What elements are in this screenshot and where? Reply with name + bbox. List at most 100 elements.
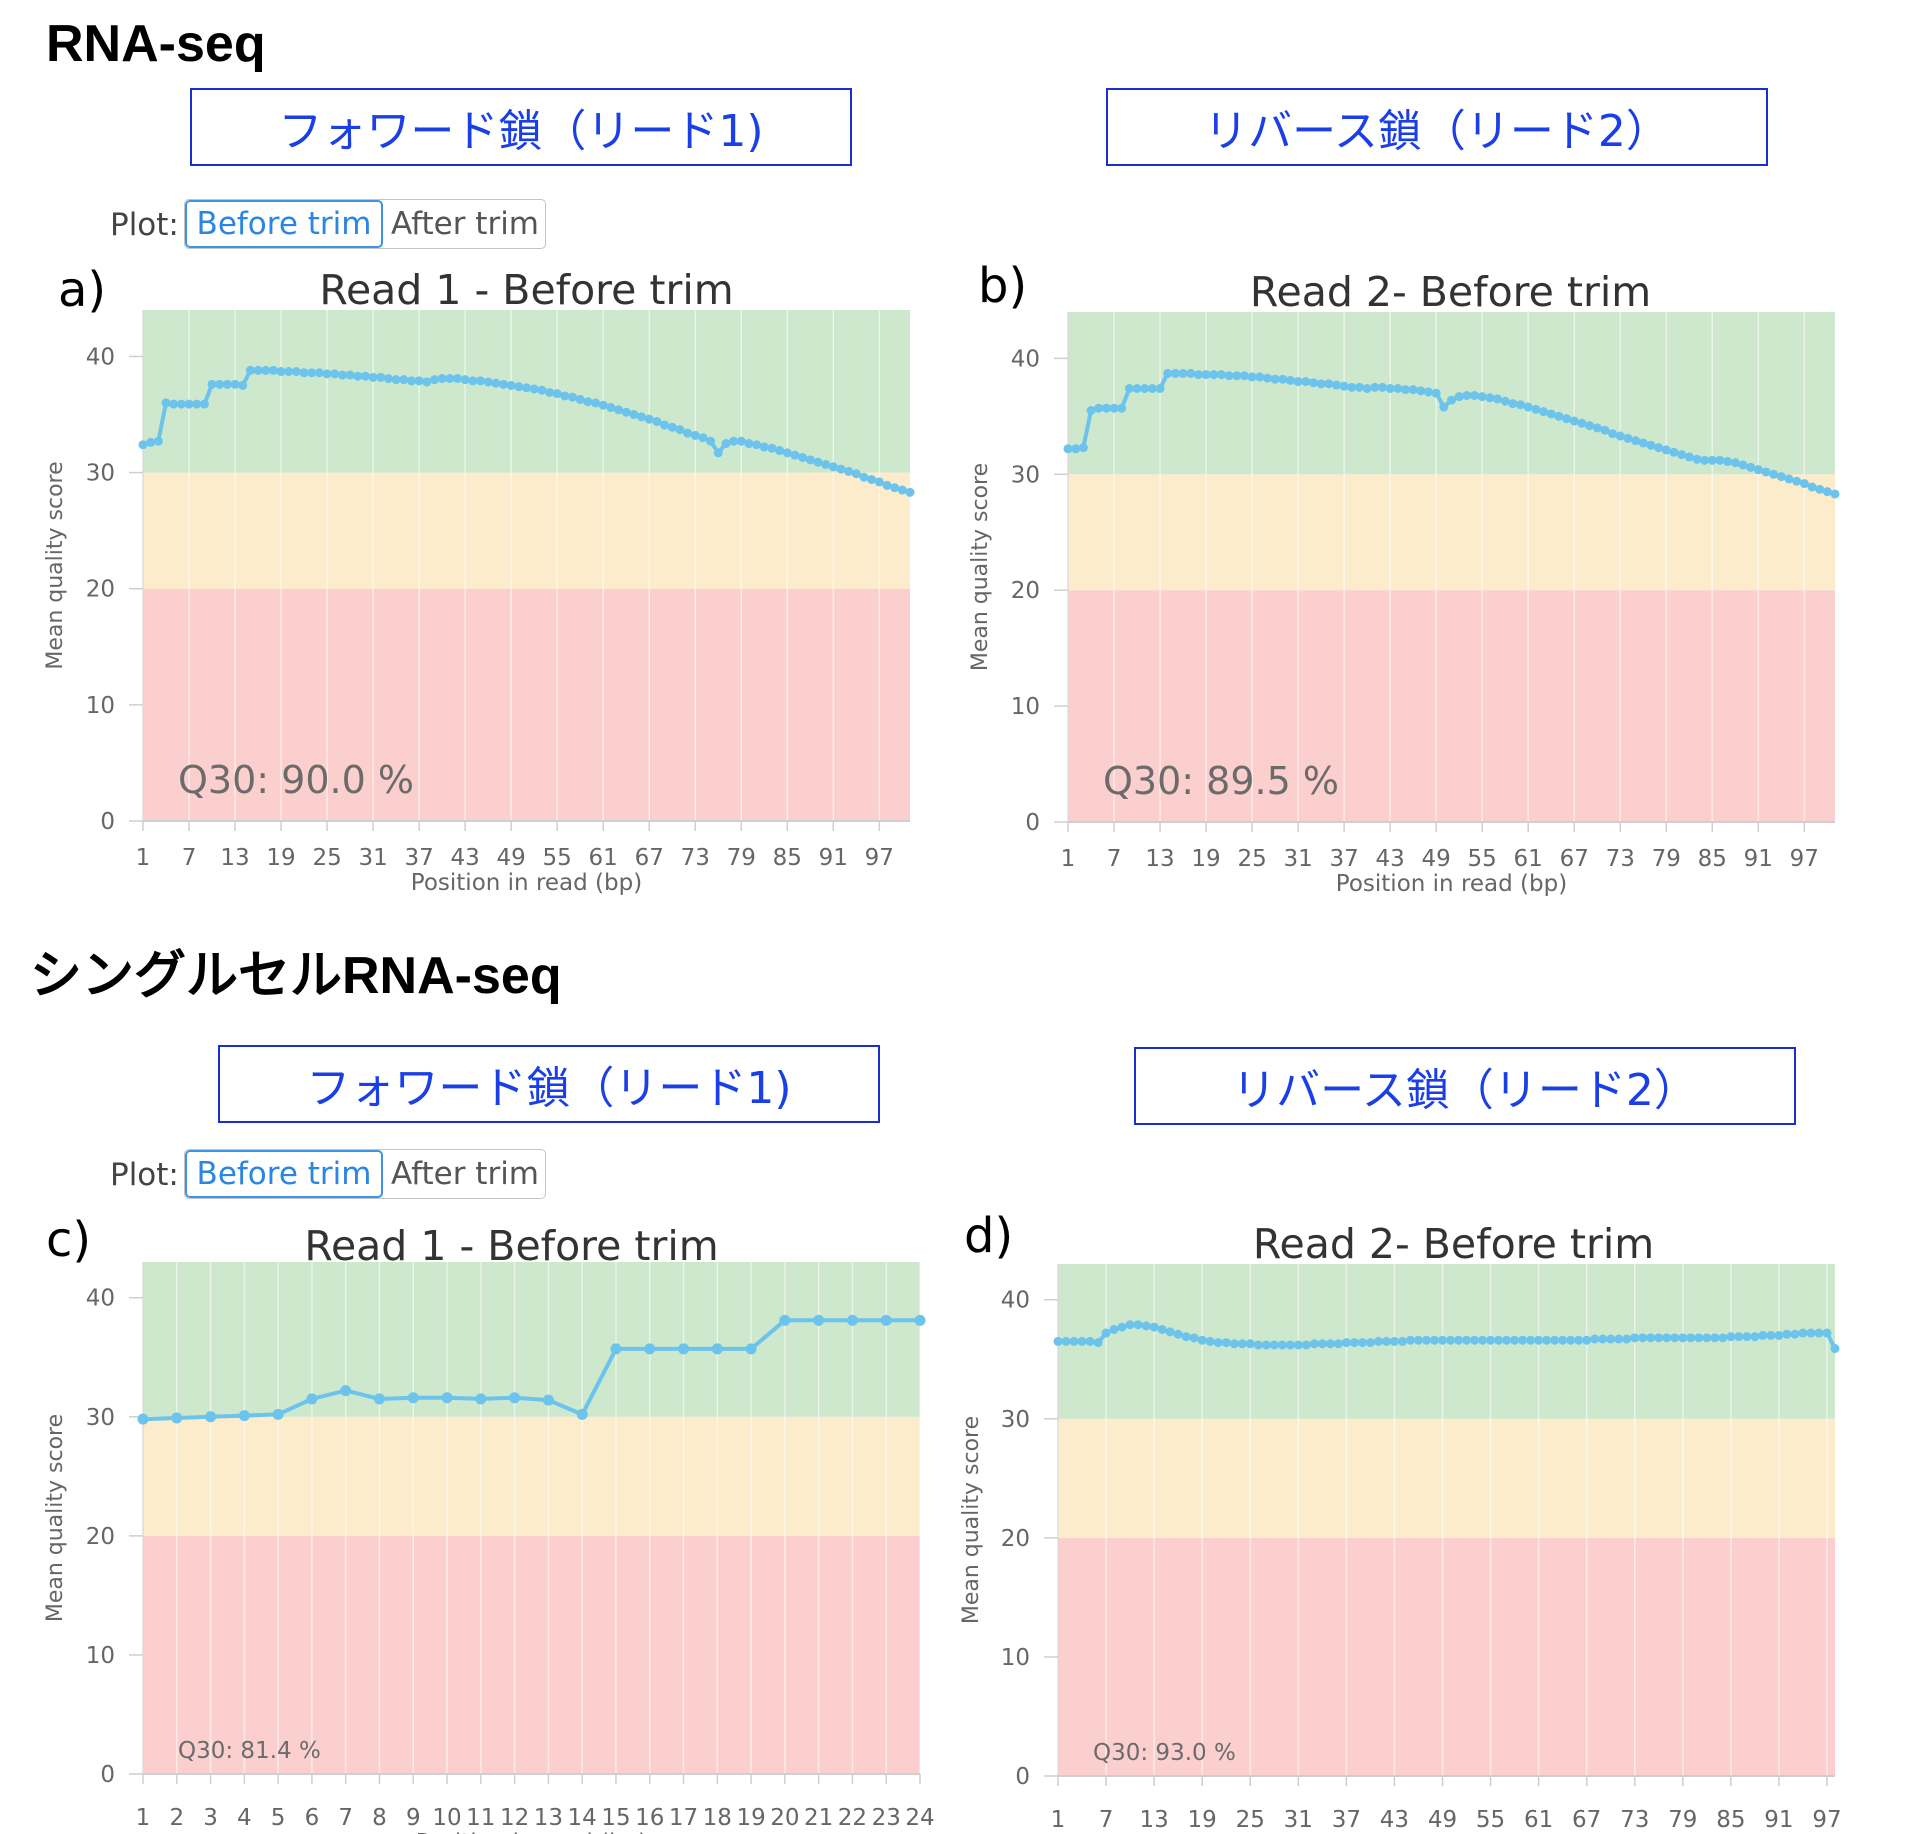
data-point [1285, 375, 1295, 385]
data-point [1707, 455, 1717, 465]
data-point [1500, 396, 1510, 406]
data-point [644, 1343, 656, 1355]
data-point [1377, 382, 1387, 392]
data-point [137, 1413, 149, 1425]
data-point [706, 436, 716, 446]
data-point [678, 1343, 690, 1355]
data-point [790, 450, 800, 460]
data-point [890, 483, 900, 493]
data-point [1405, 1335, 1415, 1345]
data-point [1229, 1339, 1239, 1349]
data-point [1746, 462, 1756, 472]
data-point [1477, 392, 1487, 402]
data-point [880, 1314, 892, 1326]
data-point [721, 439, 731, 449]
data-point [1738, 460, 1748, 470]
data-point [1178, 368, 1188, 378]
data-point [1774, 1330, 1784, 1340]
data-point [215, 379, 225, 389]
y-axis-label: Mean quality score [960, 1416, 984, 1624]
data-point [468, 376, 478, 386]
data-point [1400, 385, 1410, 395]
data-point [161, 398, 171, 408]
data-point [1790, 1329, 1800, 1339]
data-point [253, 365, 263, 375]
before-trim-button[interactable]: Before trim [185, 200, 383, 248]
data-point [245, 365, 255, 375]
data-point [276, 367, 286, 377]
data-point [1357, 1338, 1367, 1348]
data-point [1117, 1322, 1127, 1332]
data-point [299, 368, 309, 378]
before-trim-button[interactable]: Before trim [185, 1150, 383, 1198]
data-point [1373, 1336, 1383, 1346]
data-point [759, 442, 769, 452]
data-point [1815, 484, 1825, 494]
data-point [1615, 431, 1625, 441]
x-tick-label: 61 [1524, 1807, 1553, 1833]
x-tick-label: 43 [450, 845, 479, 871]
data-point [452, 374, 462, 384]
data-point [407, 1392, 419, 1404]
data-point [1569, 416, 1579, 426]
data-point [1209, 370, 1219, 380]
x-tick-label: 43 [1375, 846, 1404, 872]
data-point [660, 420, 670, 430]
x-tick-label: 55 [543, 845, 572, 871]
x-tick-label: 1 [1061, 846, 1076, 872]
after-trim-button[interactable]: After trim [391, 206, 540, 242]
data-point [1341, 1338, 1351, 1348]
data-point [360, 371, 370, 381]
y-axis-label: Mean quality score [43, 1414, 68, 1622]
x-tick-label: 7 [182, 845, 197, 871]
y-tick-label: 40 [86, 1286, 115, 1312]
data-point [1181, 1332, 1191, 1342]
data-point [1462, 1335, 1472, 1345]
q30-annotation: Q30: 81.4 % [178, 1738, 321, 1764]
x-tick-label: 23 [872, 1805, 901, 1831]
data-point [1239, 371, 1249, 381]
data-point [744, 439, 754, 449]
data-point [713, 448, 723, 458]
data-point [767, 443, 777, 453]
data-point [1494, 1335, 1504, 1345]
data-point [1510, 1335, 1520, 1345]
data-point [1140, 384, 1150, 393]
x-tick-label: 73 [681, 845, 710, 871]
data-point [1193, 370, 1203, 380]
panel-label-d: d) [964, 1208, 1014, 1264]
data-point [1189, 1333, 1199, 1343]
data-point [1766, 1330, 1776, 1340]
data-point [1799, 479, 1809, 489]
data-point [441, 1392, 453, 1404]
x-tick-label: 19 [1191, 846, 1220, 872]
x-tick-label: 91 [1744, 846, 1773, 872]
quality-zone-good [1068, 312, 1835, 475]
data-point [169, 399, 179, 409]
y-tick-label: 10 [1001, 1645, 1030, 1671]
data-point [1742, 1332, 1752, 1342]
quality-chart-read2-scrnaseq: 0 10 20 30 40 1 7 13 19 25 31 37 43 49 55 61 67 73 79 85 91 9… [960, 1264, 1842, 1834]
data-point [583, 397, 593, 407]
y-tick-label: 0 [1015, 1764, 1030, 1790]
x-tick-label: 20 [770, 1805, 799, 1831]
data-point [1205, 1336, 1215, 1346]
after-trim-button[interactable]: After trim [391, 1156, 540, 1192]
x-tick-label: 43 [1380, 1807, 1409, 1833]
data-point [153, 436, 163, 446]
y-tick-label: 10 [86, 1643, 115, 1669]
data-point [1278, 374, 1288, 384]
data-point [1317, 1339, 1327, 1349]
data-point [637, 412, 647, 422]
data-point [711, 1343, 723, 1355]
data-point [652, 416, 662, 426]
data-point [1429, 1335, 1439, 1345]
quality-line [142, 1318, 920, 1422]
x-tick-label: 10 [432, 1805, 461, 1831]
data-point [1077, 1336, 1087, 1346]
data-point [1493, 394, 1503, 404]
data-point [1600, 425, 1610, 435]
data-point [1608, 429, 1618, 439]
data-point [1776, 472, 1786, 482]
